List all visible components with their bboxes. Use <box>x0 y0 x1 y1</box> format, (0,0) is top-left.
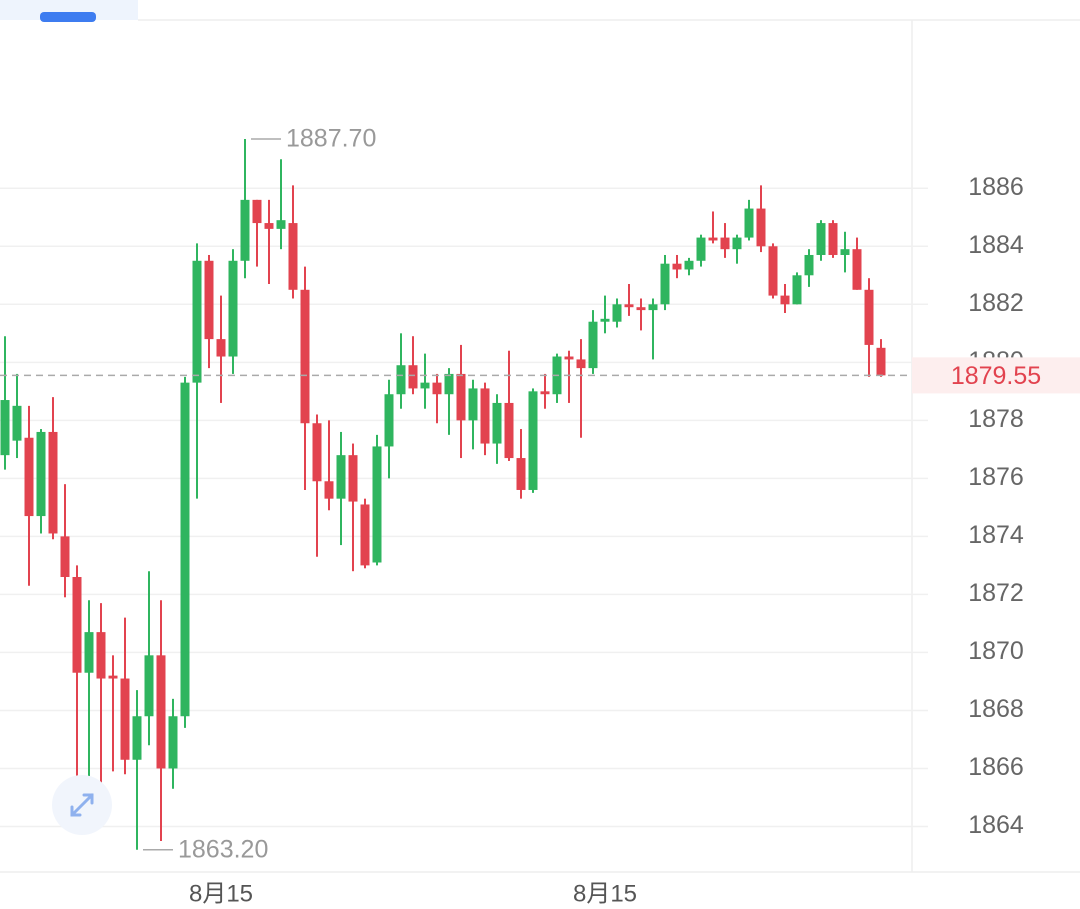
candle-body <box>108 675 118 679</box>
candle-body <box>480 388 490 444</box>
candle-body <box>684 260 694 270</box>
y-tick-label: 1874 <box>968 521 1024 549</box>
candle-body <box>636 307 646 311</box>
candle-body <box>600 318 610 322</box>
candle-body <box>792 275 802 305</box>
candle-body <box>120 678 130 760</box>
candle-body <box>156 655 166 769</box>
y-tick-label: 1868 <box>968 695 1024 723</box>
last-price-label: 1879.55 <box>951 362 1041 390</box>
y-tick-label: 1870 <box>968 637 1024 665</box>
candle-body <box>768 246 778 296</box>
candle-body <box>288 223 298 290</box>
expand-button[interactable] <box>52 775 112 835</box>
labels: 1864186618681870187218741876187818801882… <box>0 125 1080 907</box>
candle-body <box>516 458 526 490</box>
candle-body <box>876 347 886 376</box>
candle-body <box>804 254 814 276</box>
candle-body <box>816 223 826 255</box>
candle-body <box>312 423 322 482</box>
candle-body <box>168 716 178 769</box>
candle-body <box>384 394 394 447</box>
candle-body <box>420 382 430 389</box>
active-tab[interactable] <box>40 12 96 22</box>
candle-body <box>180 382 190 717</box>
candle-body <box>84 632 94 673</box>
y-tick-label: 1872 <box>968 579 1024 607</box>
candle-body <box>396 365 406 395</box>
expand-icon[interactable] <box>70 793 94 817</box>
candle-body <box>756 208 766 247</box>
candle-body <box>192 260 202 383</box>
candle-body <box>504 402 514 459</box>
candle-body <box>540 391 550 395</box>
candle-body <box>432 382 442 395</box>
candle-body <box>300 289 310 424</box>
y-tick-label: 1886 <box>968 173 1024 201</box>
candle-body <box>204 260 214 340</box>
candle-body <box>228 260 238 357</box>
candle-body <box>732 237 742 250</box>
x-tick-label: 8月15 <box>189 880 253 907</box>
candle-body <box>360 504 370 566</box>
y-tick-label: 1884 <box>968 231 1024 259</box>
candle-body <box>840 249 850 255</box>
x-tick-label: 8月15 <box>573 880 637 907</box>
candle-body <box>828 223 838 255</box>
candle-body <box>408 365 418 389</box>
y-tick-label: 1882 <box>968 289 1024 317</box>
candle-body <box>240 199 250 261</box>
y-tick-label: 1866 <box>968 753 1024 781</box>
candle-body <box>744 208 754 238</box>
candle-body <box>216 339 226 357</box>
y-tick-label: 1876 <box>968 463 1024 491</box>
candle-body <box>444 373 454 395</box>
y-tick-label: 1864 <box>968 811 1024 839</box>
candle-body <box>564 356 574 360</box>
candle-body <box>144 655 154 717</box>
candle-body <box>720 237 730 250</box>
candle-body <box>324 481 334 499</box>
candle-body <box>672 263 682 270</box>
candle-body <box>348 455 358 502</box>
candle-body <box>276 220 286 229</box>
candle-body <box>372 446 382 563</box>
candle-body <box>864 289 874 345</box>
candle-body <box>456 373 466 421</box>
candle-body <box>708 237 718 241</box>
candle-body <box>0 400 10 456</box>
candle-body <box>468 388 478 421</box>
candle-body <box>492 402 502 444</box>
low-label: 1863.20 <box>178 835 268 863</box>
tab-bar <box>0 0 138 20</box>
candle-body <box>696 237 706 261</box>
candle-body <box>336 455 346 499</box>
candle-body <box>36 431 46 517</box>
candle-body <box>852 249 862 290</box>
candle-body <box>660 263 670 305</box>
candle-body <box>780 295 790 305</box>
candle-body <box>588 321 598 369</box>
candle-body <box>48 431 58 534</box>
candle-body <box>60 536 70 577</box>
candle-body <box>612 304 622 322</box>
candle-body <box>96 632 106 679</box>
last-price-box <box>912 357 1080 394</box>
high-label: 1887.70 <box>286 125 376 153</box>
candle-body <box>24 437 34 517</box>
candle-body <box>252 199 262 224</box>
candle-body <box>72 576 82 673</box>
candles <box>0 138 886 850</box>
candle-body <box>12 405 22 441</box>
candle-body <box>264 223 274 229</box>
grid <box>0 187 928 828</box>
candle-body <box>132 716 142 760</box>
candle-body <box>624 304 634 308</box>
candle-body <box>648 304 658 311</box>
y-tick-label: 1878 <box>968 405 1024 433</box>
candle-body <box>528 391 538 490</box>
candle-body <box>576 359 586 369</box>
